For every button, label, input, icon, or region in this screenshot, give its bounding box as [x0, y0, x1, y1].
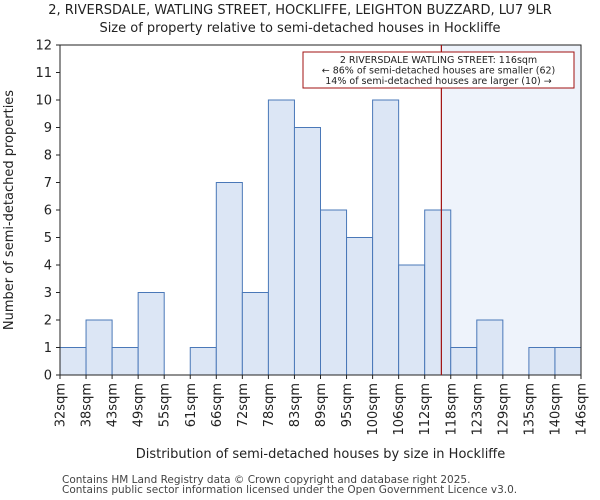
histogram-bar [241, 292, 269, 376]
y-tick-label: 11 [35, 66, 52, 81]
y-tick-label: 2 [44, 314, 52, 329]
annotation-line: ← 86% of semi-detached houses are smalle… [322, 66, 556, 77]
histogram-bar [476, 319, 504, 376]
y-tick-label: 8 [44, 149, 52, 164]
y-axis-label: Number of semi-detached properties [2, 90, 17, 330]
x-tick-label: 146sqm [575, 383, 590, 436]
x-tick-label: 140sqm [548, 383, 563, 436]
histogram-bar [554, 347, 582, 376]
y-tick-label: 0 [44, 369, 52, 384]
histogram-bar [346, 237, 374, 376]
y-tick-label: 9 [44, 121, 52, 136]
y-tick-label: 6 [44, 204, 52, 219]
histogram-bar [372, 99, 400, 376]
x-tick-label: 106sqm [392, 383, 407, 436]
x-tick-label: 38sqm [80, 383, 95, 427]
histogram-bar [267, 99, 295, 376]
y-tick-label: 5 [44, 231, 52, 246]
histogram-bar [189, 347, 217, 376]
x-tick-label: 78sqm [262, 383, 277, 427]
y-tick-label: 10 [35, 94, 52, 109]
x-tick-label: 95sqm [340, 383, 355, 427]
histogram-bar [320, 209, 348, 376]
histogram-bar [450, 347, 478, 376]
x-tick-label: 83sqm [288, 383, 303, 427]
annotation-box [302, 51, 575, 89]
y-tick-label: 3 [44, 286, 52, 301]
x-tick-label: 32sqm [54, 383, 69, 427]
x-tick-label: 118sqm [444, 383, 459, 436]
annotation-line: 14% of semi-detached houses are larger (… [325, 76, 552, 87]
histogram-bar [59, 347, 87, 376]
highlight-region [441, 45, 581, 375]
x-tick-label: 100sqm [366, 383, 381, 436]
histogram-bar [528, 347, 556, 376]
x-tick-label: 89sqm [314, 383, 329, 427]
footer-attribution-1: Contains HM Land Registry data © Crown c… [62, 474, 471, 486]
x-tick-label: 135sqm [522, 383, 537, 436]
histogram-bar [293, 127, 322, 376]
annotation-line: 2 RIVERSDALE WATLING STREET: 116sqm [340, 55, 537, 66]
x-tick-label: 55sqm [158, 383, 173, 427]
y-tick-label: 12 [35, 39, 52, 54]
x-tick-label: 72sqm [236, 383, 251, 427]
x-tick-label: 123sqm [470, 383, 485, 436]
x-tick-label: 112sqm [418, 383, 433, 436]
histogram-bar [398, 264, 426, 376]
y-tick-label: 4 [44, 259, 52, 274]
histogram-bar [137, 292, 165, 376]
x-tick-label: 61sqm [184, 383, 199, 427]
x-tick-label: 129sqm [496, 383, 511, 436]
histogram-bar [215, 182, 243, 376]
x-tick-label: 43sqm [106, 383, 121, 427]
chart-title: 2, RIVERSDALE, WATLING STREET, HOCKLIFFE… [48, 3, 552, 18]
histogram-bar [111, 347, 139, 376]
x-axis-label: Distribution of semi-detached houses by … [136, 447, 506, 462]
histogram-bar [424, 209, 452, 376]
y-tick-label: 1 [44, 341, 52, 356]
x-tick-label: 49sqm [132, 383, 147, 427]
y-tick-label: 7 [44, 176, 52, 191]
x-tick-label: 66sqm [210, 383, 225, 427]
footer-attribution-2: Contains public sector information licen… [62, 484, 518, 496]
histogram-bar [85, 319, 113, 376]
chart-subtitle: Size of property relative to semi-detach… [99, 21, 501, 36]
